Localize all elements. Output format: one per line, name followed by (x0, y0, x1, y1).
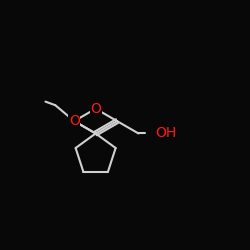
Text: OH: OH (156, 126, 177, 140)
Text: O: O (69, 114, 80, 128)
Text: O: O (90, 102, 101, 116)
